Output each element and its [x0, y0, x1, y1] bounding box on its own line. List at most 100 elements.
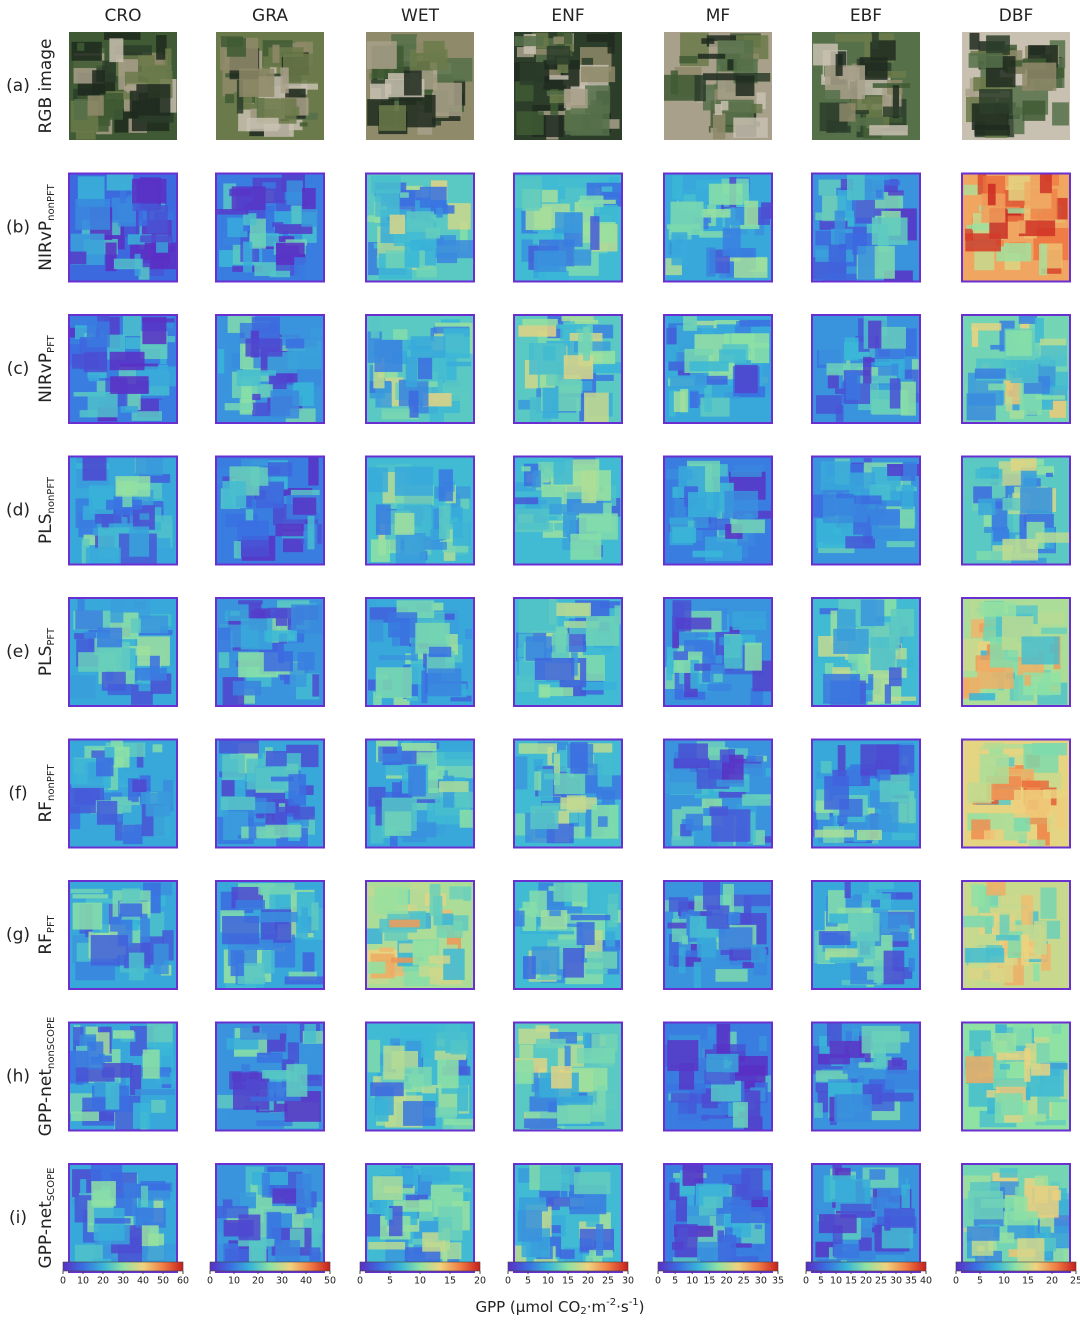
panel-patch — [299, 122, 308, 127]
panel-patch — [1018, 220, 1026, 234]
panel-frame — [513, 597, 623, 707]
panel-frame — [215, 1021, 325, 1132]
panel-patch — [287, 1042, 300, 1064]
panel-patch — [724, 490, 759, 519]
colorbar-tick-label: 30 — [755, 1276, 767, 1287]
panel-patch — [529, 343, 567, 375]
panel-frame — [365, 738, 475, 849]
panel-patch — [268, 47, 304, 57]
panel-patch — [285, 816, 309, 827]
panel-patch — [88, 375, 100, 382]
panel-patch — [302, 952, 315, 979]
row-name: RGB image — [36, 38, 56, 133]
panel-patch — [614, 605, 622, 625]
map-panel — [365, 597, 475, 707]
panel-patch — [367, 961, 386, 974]
panel-patch — [391, 957, 418, 963]
panel-frame — [663, 314, 773, 424]
panel-patch — [404, 70, 422, 96]
panel-patch — [1046, 813, 1056, 833]
panel-patch — [90, 935, 129, 966]
panel-frame — [365, 597, 475, 707]
panel-patch — [549, 75, 569, 80]
panel-frame — [215, 738, 325, 849]
panel-patch — [601, 186, 613, 192]
panel-patch — [427, 668, 462, 697]
panel-patch — [71, 41, 102, 61]
panel-patch — [465, 629, 473, 640]
panel-patch — [243, 213, 257, 226]
row-name-main: RF — [36, 801, 56, 823]
panel-patch — [818, 931, 851, 946]
panel-patch — [723, 635, 743, 669]
panel-patch — [967, 1190, 1004, 1220]
panel-patch — [968, 53, 1003, 68]
panel-patch — [515, 910, 525, 927]
panel-patch — [543, 773, 556, 780]
panel-patch — [882, 892, 912, 900]
map-panel — [513, 314, 623, 424]
row-label: (c) — [7, 359, 30, 379]
panel-patch — [690, 659, 700, 689]
map-panel — [962, 32, 1070, 140]
panel-patch — [410, 635, 418, 662]
panel-patch — [987, 183, 996, 206]
panel-frame — [215, 314, 325, 424]
panel-patch — [422, 393, 452, 407]
panel-patch — [92, 70, 106, 95]
panel-patch — [249, 218, 266, 249]
panel-patch — [969, 693, 996, 701]
panel-patch — [833, 1244, 860, 1258]
panel-patch — [424, 1107, 458, 1118]
panel-patch — [408, 765, 426, 797]
panel-patch — [673, 651, 688, 661]
colorbar-tick-label: 40 — [920, 1276, 932, 1287]
panel-patch — [518, 399, 541, 410]
panel-patch — [1028, 839, 1046, 847]
panel-patch — [138, 263, 150, 280]
colorbar-tick-label: 0 — [803, 1276, 809, 1287]
map-panel — [663, 172, 773, 283]
panel-patch — [586, 34, 608, 42]
colorbar-tick-label: 20 — [252, 1276, 264, 1287]
panel-patch — [412, 788, 450, 800]
panel-frame — [68, 172, 178, 283]
panel-patch — [132, 779, 147, 792]
panel-patch — [1029, 558, 1037, 563]
panel-patch — [589, 350, 616, 365]
panel-patch — [569, 627, 599, 635]
panel-patch — [871, 217, 908, 245]
panel-patch — [394, 466, 434, 496]
panel-patch — [671, 232, 688, 266]
panel-patch — [535, 1025, 550, 1033]
row-name: PLSnonPFT — [36, 476, 57, 544]
panel-patch — [515, 756, 528, 790]
colorbar-tick-label: 10 — [686, 1276, 698, 1287]
panel-patch — [400, 742, 437, 752]
panel-frame — [961, 880, 1071, 990]
panel-patch — [261, 950, 275, 974]
panel-patch — [694, 75, 706, 102]
colorbar-tick-label: 40 — [137, 1276, 149, 1287]
column-header: DBF — [999, 6, 1034, 26]
panel-patch — [275, 523, 304, 537]
panel-patch — [231, 186, 266, 211]
panel-patch — [551, 1066, 572, 1089]
panel-patch — [1005, 396, 1013, 412]
map-panel — [811, 314, 921, 424]
panel-patch — [460, 222, 468, 252]
panel-frame — [365, 314, 475, 424]
panel-patch — [1003, 1211, 1038, 1226]
panel-frame — [365, 172, 475, 283]
panel-patch — [560, 797, 597, 810]
map-panel — [365, 172, 475, 283]
panel-patch — [1028, 911, 1039, 934]
panel-patch — [368, 1241, 406, 1250]
panel-patch — [274, 224, 313, 234]
panel-patch — [149, 655, 160, 677]
panel-patch — [729, 224, 760, 230]
panel-patch — [814, 1102, 823, 1118]
panel-patch — [673, 391, 686, 412]
panel-patch — [983, 830, 995, 840]
panel-patch — [1023, 672, 1061, 695]
